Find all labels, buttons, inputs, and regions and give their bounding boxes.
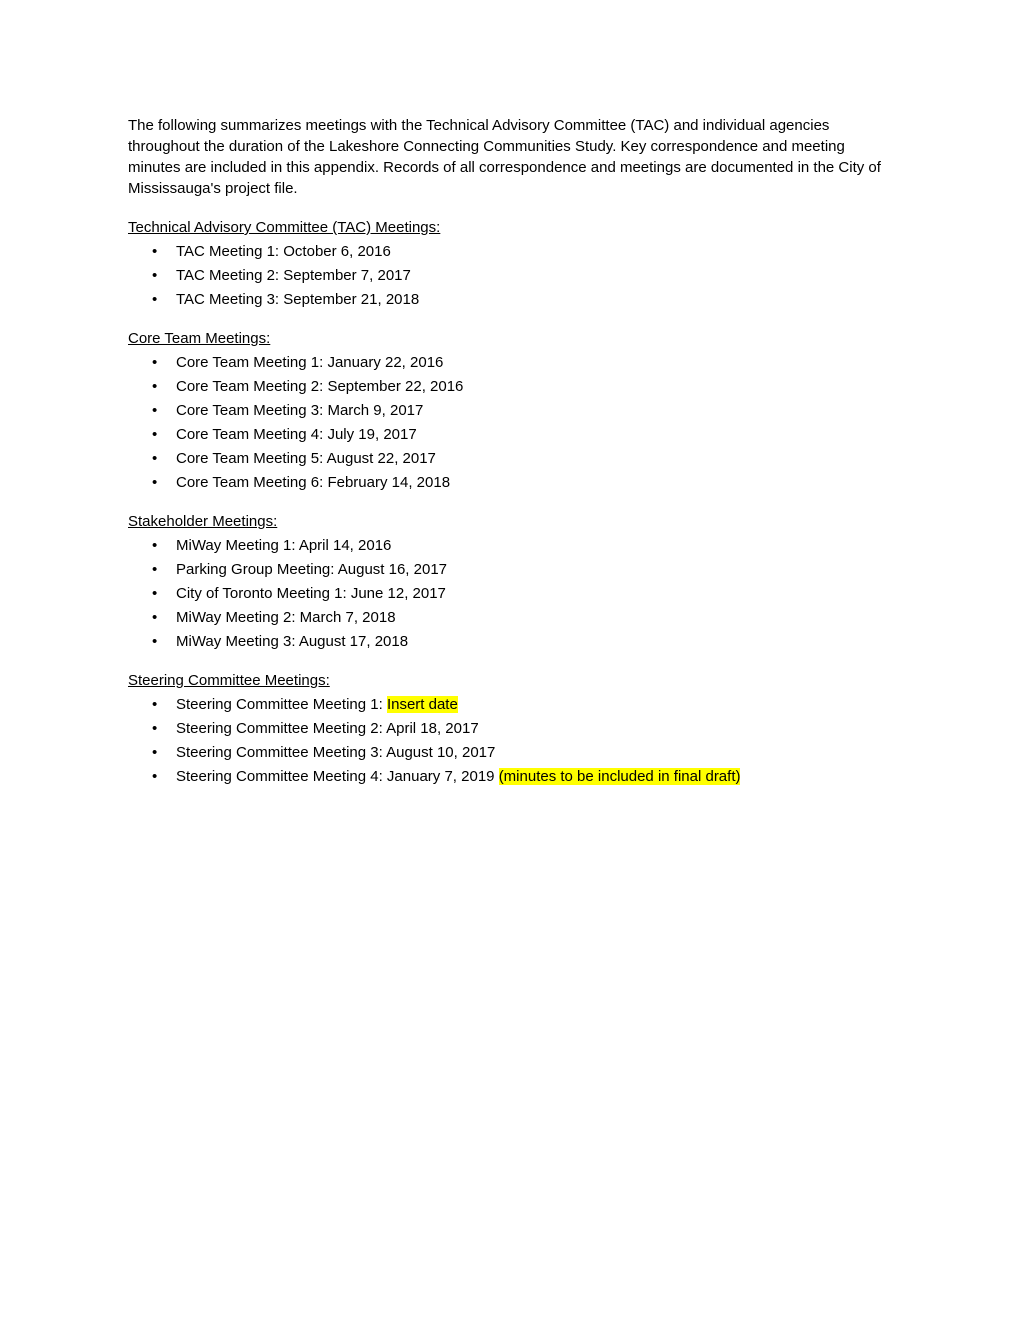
list-item: Steering Committee Meeting 1: Insert dat…	[176, 694, 895, 715]
list-item: MiWay Meeting 1: April 14, 2016	[176, 535, 895, 556]
list-item: Core Team Meeting 4: July 19, 2017	[176, 424, 895, 445]
list-stakeholder: MiWay Meeting 1: April 14, 2016 Parking …	[128, 535, 895, 652]
list-item: Core Team Meeting 3: March 9, 2017	[176, 400, 895, 421]
list-steering: Steering Committee Meeting 1: Insert dat…	[128, 694, 895, 787]
list-item: TAC Meeting 1: October 6, 2016	[176, 241, 895, 262]
section-stakeholder: Stakeholder Meetings: MiWay Meeting 1: A…	[128, 511, 895, 652]
list-item: Steering Committee Meeting 4: January 7,…	[176, 766, 895, 787]
list-tac: TAC Meeting 1: October 6, 2016 TAC Meeti…	[128, 241, 895, 310]
list-item: MiWay Meeting 2: March 7, 2018	[176, 607, 895, 628]
list-item: Core Team Meeting 1: January 22, 2016	[176, 352, 895, 373]
item-prefix: Steering Committee Meeting 1:	[176, 696, 387, 713]
list-item: Core Team Meeting 5: August 22, 2017	[176, 448, 895, 469]
intro-paragraph: The following summarizes meetings with t…	[128, 115, 895, 199]
list-item: Parking Group Meeting: August 16, 2017	[176, 559, 895, 580]
list-item: TAC Meeting 3: September 21, 2018	[176, 289, 895, 310]
section-heading-tac: Technical Advisory Committee (TAC) Meeti…	[128, 217, 895, 238]
list-item: Steering Committee Meeting 2: April 18, …	[176, 718, 895, 739]
section-heading-core-team: Core Team Meetings:	[128, 328, 895, 349]
highlighted-text: Insert date	[387, 696, 458, 713]
section-heading-stakeholder: Stakeholder Meetings:	[128, 511, 895, 532]
list-item: City of Toronto Meeting 1: June 12, 2017	[176, 583, 895, 604]
highlighted-text: (minutes to be included in final draft)	[499, 768, 741, 785]
list-item: Core Team Meeting 6: February 14, 2018	[176, 472, 895, 493]
list-item: TAC Meeting 2: September 7, 2017	[176, 265, 895, 286]
section-tac: Technical Advisory Committee (TAC) Meeti…	[128, 217, 895, 310]
section-steering: Steering Committee Meetings: Steering Co…	[128, 670, 895, 787]
list-item: Steering Committee Meeting 3: August 10,…	[176, 742, 895, 763]
section-heading-steering: Steering Committee Meetings:	[128, 670, 895, 691]
list-item: MiWay Meeting 3: August 17, 2018	[176, 631, 895, 652]
list-core-team: Core Team Meeting 1: January 22, 2016 Co…	[128, 352, 895, 493]
item-prefix: Steering Committee Meeting 4: January 7,…	[176, 768, 499, 785]
section-core-team: Core Team Meetings: Core Team Meeting 1:…	[128, 328, 895, 493]
list-item: Core Team Meeting 2: September 22, 2016	[176, 376, 895, 397]
